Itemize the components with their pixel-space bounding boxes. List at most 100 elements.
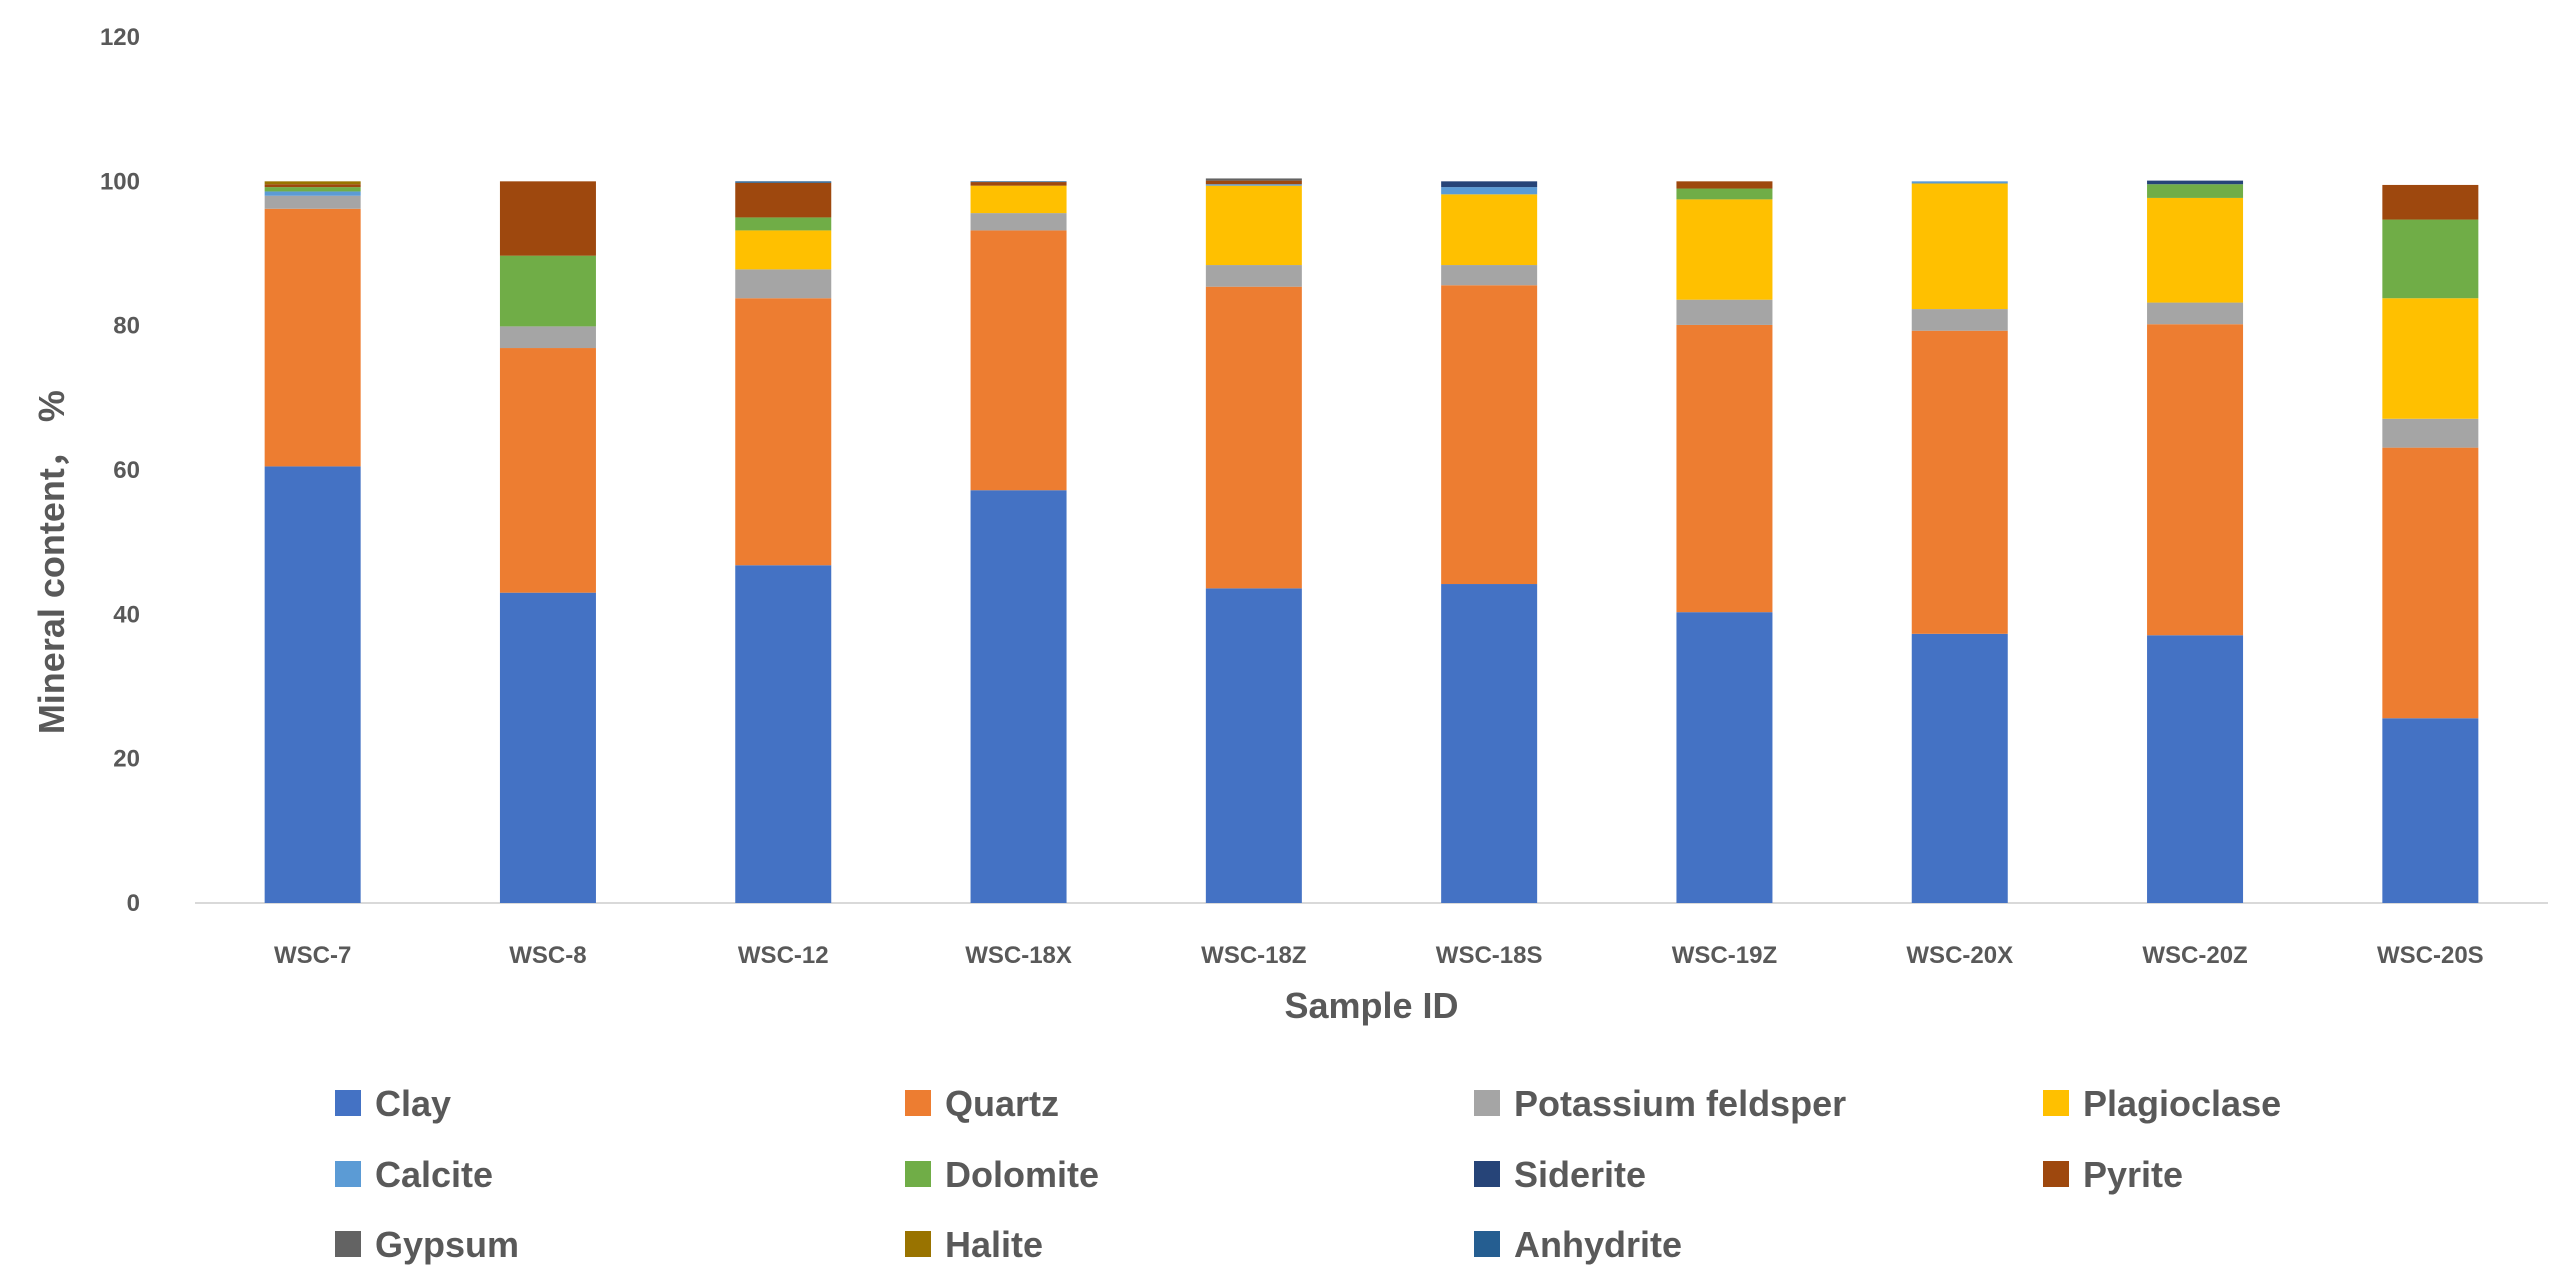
legend-label: Clay xyxy=(375,1083,451,1124)
legend-label: Quartz xyxy=(945,1083,1059,1124)
bar-segment-clay xyxy=(2147,635,2244,903)
y-tick-label: 100 xyxy=(100,168,140,195)
bar-segment-pyrite xyxy=(1205,180,1302,185)
x-tick-label: WSC-12 xyxy=(738,942,829,969)
legend-swatch xyxy=(2043,1090,2069,1116)
legend-swatch xyxy=(335,1231,361,1257)
bar-segment-plagioclase xyxy=(2382,298,2479,419)
legend-item-pyrite: Pyrite xyxy=(2043,1154,2183,1195)
bar-segment-calcite xyxy=(1441,187,1538,195)
legend-swatch xyxy=(905,1161,931,1187)
legend-label: Siderite xyxy=(1514,1154,1646,1195)
bar-segment-plagioclase xyxy=(735,230,832,270)
bar-stack-wsc-19z xyxy=(1676,181,1773,903)
bar-segment-plagioclase xyxy=(970,185,1067,214)
bar-segment-potassium-feldsper xyxy=(970,213,1067,231)
bar-stack-wsc-18s xyxy=(1441,181,1538,903)
legend-label: Potassium feldsper xyxy=(1514,1083,1846,1124)
bar-segment-siderite xyxy=(1441,181,1538,188)
legend-item-halite: Halite xyxy=(905,1224,1043,1265)
bar-segment-clay xyxy=(1676,612,1773,903)
bar-stack-wsc-8 xyxy=(499,181,596,903)
bar-segment-dolomite xyxy=(735,217,832,231)
bar-segment-potassium-feldsper xyxy=(1676,299,1773,325)
bar-segment-calcite xyxy=(264,191,361,196)
bar-segment-plagioclase xyxy=(1205,185,1302,266)
x-tick-label: WSC-20S xyxy=(2377,942,2484,969)
legend-swatch xyxy=(1474,1161,1500,1187)
bar-segment-clay xyxy=(1205,588,1302,903)
legend-label: Calcite xyxy=(375,1154,493,1195)
legend-label: Halite xyxy=(945,1224,1043,1265)
y-tick-label: 80 xyxy=(113,313,140,340)
bar-segment-potassium-feldsper xyxy=(2147,302,2244,325)
bar-segment-calcite xyxy=(1205,184,1302,186)
legend-item-calcite: Calcite xyxy=(335,1154,493,1195)
bar-segment-calcite xyxy=(1911,181,2008,184)
x-tick-label: WSC-18S xyxy=(1436,942,1543,969)
legend-item-potassium-feldsper: Potassium feldsper xyxy=(1474,1083,1846,1124)
bar-segment-quartz xyxy=(264,208,361,467)
legend-label: Plagioclase xyxy=(2083,1083,2281,1124)
bar-segment-clay xyxy=(1441,584,1538,903)
x-axis-ticks: WSC-7 WSC-8 WSC-12 WSC-18X WSC-18Z WSC-18S WSC… xyxy=(274,942,2484,969)
bar-segment-quartz xyxy=(1205,286,1302,589)
x-tick-label: WSC-18Z xyxy=(1201,942,1306,969)
bar-segment-plagioclase xyxy=(1676,199,1773,300)
bar-segment-plagioclase xyxy=(1911,183,2008,310)
y-tick-label: 120 xyxy=(100,24,140,51)
x-axis-title: Sample ID xyxy=(1284,985,1458,1026)
bar-segment-clay xyxy=(1911,633,2008,903)
bar-segment-potassium-feldsper xyxy=(1911,309,2008,331)
y-tick-label: 0 xyxy=(127,890,140,917)
bar-segment-quartz xyxy=(1911,330,2008,634)
bar-segment-quartz xyxy=(2147,324,2244,636)
bar-segment-quartz xyxy=(735,298,832,566)
bar-segment-potassium-feldsper xyxy=(1441,265,1538,286)
legend-label: Gypsum xyxy=(375,1224,519,1265)
y-axis-title: Mineral content， % xyxy=(31,390,72,734)
bar-segment-potassium-feldsper xyxy=(2382,418,2479,448)
legend-item-siderite: Siderite xyxy=(1474,1154,1646,1195)
x-tick-label: WSC-8 xyxy=(509,942,586,969)
x-tick-label: WSC-20Z xyxy=(2142,942,2247,969)
bar-stack-wsc-20x xyxy=(1911,181,2008,903)
bar-stacks xyxy=(264,178,2479,903)
bar-stack-wsc-20z xyxy=(2147,180,2244,903)
legend-swatch xyxy=(1474,1090,1500,1116)
legend-swatch xyxy=(335,1090,361,1116)
bar-segment-potassium-feldsper xyxy=(735,269,832,299)
legend-swatch xyxy=(2043,1161,2069,1187)
bar-segment-dolomite xyxy=(2147,184,2244,198)
bar-segment-potassium-feldsper xyxy=(264,195,361,209)
bar-stack-wsc-12 xyxy=(735,181,832,903)
legend-label: Pyrite xyxy=(2083,1154,2183,1195)
bar-segment-siderite xyxy=(2147,180,2244,185)
y-tick-label: 20 xyxy=(113,746,140,773)
bar-segment-pyrite xyxy=(264,184,361,188)
legend-item-quartz: Quartz xyxy=(905,1083,1059,1124)
x-tick-label: WSC-18X xyxy=(965,942,1072,969)
bar-segment-pyrite xyxy=(735,182,832,218)
bar-stack-wsc-18z xyxy=(1205,178,1302,903)
bar-segment-gypsum xyxy=(1205,178,1302,181)
bar-segment-potassium-feldsper xyxy=(499,326,596,349)
legend-label: Anhydrite xyxy=(1514,1224,1682,1265)
legend: Clay Quartz Potassium feldsper Plagioclase C… xyxy=(335,1083,2281,1265)
bar-segment-quartz xyxy=(1676,324,1773,613)
bar-segment-quartz xyxy=(970,230,1067,491)
bar-segment-pyrite xyxy=(499,181,596,256)
legend-swatch xyxy=(905,1231,931,1257)
bar-segment-dolomite xyxy=(2382,219,2479,299)
bar-segment-plagioclase xyxy=(2147,197,2244,303)
x-tick-label: WSC-7 xyxy=(274,942,351,969)
bar-segment-pyrite xyxy=(2382,184,2479,220)
bar-stack-wsc-7 xyxy=(264,181,361,903)
bar-segment-clay xyxy=(499,592,596,903)
bar-segment-clay xyxy=(735,565,832,903)
bar-segment-pyrite xyxy=(1676,181,1773,189)
x-tick-label: WSC-20X xyxy=(1906,942,2013,969)
bar-segment-quartz xyxy=(2382,447,2479,719)
